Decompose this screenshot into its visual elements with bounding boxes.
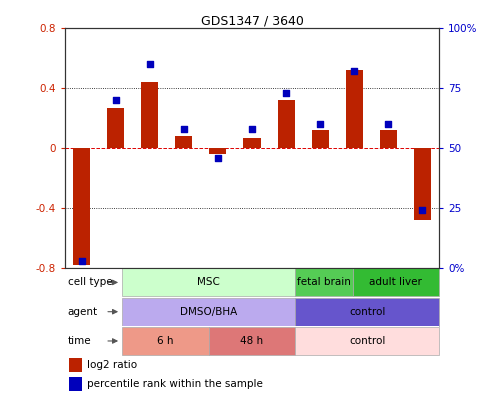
Bar [69, 377, 82, 391]
Bar [210, 148, 227, 154]
Bar [244, 138, 260, 148]
Bar [122, 327, 209, 355]
Bar [353, 269, 439, 296]
Point [384, 121, 392, 127]
Bar [122, 298, 295, 326]
Bar [122, 269, 295, 296]
Text: 6 h: 6 h [157, 336, 174, 346]
Text: time: time [68, 336, 91, 346]
Bar [73, 148, 90, 265]
Text: fetal brain: fetal brain [297, 277, 351, 288]
Point [282, 90, 290, 96]
Bar [380, 130, 397, 148]
Bar [209, 327, 295, 355]
Text: agent: agent [68, 307, 98, 317]
Bar [414, 148, 431, 220]
Bar [345, 70, 363, 148]
Bar [141, 82, 159, 148]
Point [180, 126, 188, 132]
Text: control: control [349, 307, 385, 317]
Text: DMSO/BHA: DMSO/BHA [180, 307, 238, 317]
Bar [176, 136, 193, 148]
Bar [311, 130, 328, 148]
Point [146, 61, 154, 68]
Text: adult liver: adult liver [369, 277, 422, 288]
Point [418, 207, 426, 213]
Title: GDS1347 / 3640: GDS1347 / 3640 [201, 14, 303, 27]
Point [316, 121, 324, 127]
Point [214, 154, 222, 161]
Point [112, 97, 120, 103]
Bar [295, 269, 353, 296]
Bar [107, 108, 124, 148]
Text: MSC: MSC [198, 277, 220, 288]
Bar [295, 298, 439, 326]
Text: 48 h: 48 h [241, 336, 263, 346]
Point [248, 126, 256, 132]
Text: cell type: cell type [68, 277, 112, 288]
Text: percentile rank within the sample: percentile rank within the sample [87, 379, 263, 389]
Bar [69, 358, 82, 372]
Point [78, 258, 86, 264]
Text: control: control [349, 336, 385, 346]
Text: log2 ratio: log2 ratio [87, 360, 137, 370]
Point [350, 68, 358, 75]
Bar [277, 100, 294, 148]
Bar [295, 327, 439, 355]
